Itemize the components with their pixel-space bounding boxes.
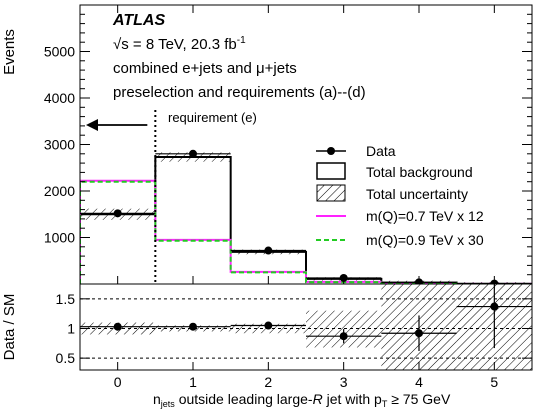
ratio-point-bin-0 <box>113 322 122 331</box>
data-point-bin-2 <box>264 246 273 255</box>
ratio-ytick-label-0.5: 0.5 <box>56 350 76 366</box>
x-tick-label-5: 5 <box>490 374 498 390</box>
main-ytick-label-4000: 4000 <box>44 90 75 106</box>
channel-label: combined e+jets and μ+jets <box>113 60 297 77</box>
data-point-bin-1 <box>189 149 197 158</box>
x-tick-label-4: 4 <box>415 374 423 390</box>
xlabel-mid: outside leading large- <box>175 391 313 407</box>
xlabel-mid2: jet with p <box>323 391 382 407</box>
legend-background-label: Total background <box>366 164 473 180</box>
legend-item-background: Total background <box>316 162 473 180</box>
legend-data-marker <box>327 147 335 155</box>
requirement-label: requirement (e) <box>168 110 257 125</box>
legend-item-uncertainty: Total uncertainty <box>316 184 468 202</box>
xlabel-tail: ≥ 75 GeV <box>387 391 451 407</box>
xlabel-n: n <box>153 391 161 407</box>
main-ytick-label-5000: 5000 <box>44 44 75 60</box>
x-tick-label-3: 3 <box>340 374 348 390</box>
xlabel-r: R <box>313 391 323 407</box>
ratio-point-bin-1 <box>189 322 197 331</box>
experiment-label: ATLAS <box>112 12 165 29</box>
x-tick-label-2: 2 <box>264 374 272 390</box>
legend-mq07-label: m(Q)=0.7 TeV x 12 <box>366 208 484 224</box>
main-ytick-label-1000: 1000 <box>44 230 75 246</box>
legend-item-data: Data <box>316 143 396 159</box>
x-tick-label-1: 1 <box>189 374 197 390</box>
ratio-point-bin-3 <box>339 332 348 341</box>
x-axis-label: njets outside leading large-R jet with p… <box>153 391 451 409</box>
ratio-ylabel: Data / SM <box>1 294 18 361</box>
legend-uncertainty-label: Total uncertainty <box>366 186 468 202</box>
main-ytick-label-2000: 2000 <box>44 183 75 199</box>
legend-data-label: Data <box>366 143 396 159</box>
data-point-bin-0 <box>113 209 122 218</box>
legend-mq09-label: m(Q)=0.9 TeV x 30 <box>366 232 484 248</box>
ratio-frame <box>79 283 533 371</box>
ratio-point-bin-2 <box>264 321 273 330</box>
ratio-point-bin-5 <box>490 302 499 311</box>
legend-uncertainty-swatch <box>316 184 346 202</box>
xlabel-p-sub: T <box>382 399 388 409</box>
legend-background-swatch <box>316 162 346 180</box>
x-tick-label-0: 0 <box>114 374 122 390</box>
legend: Data Total background Total uncertainty … <box>316 143 484 248</box>
ratio-plot-area <box>80 284 532 370</box>
ratio-point-bin-4 <box>415 329 423 338</box>
legend-item-mq09: m(Q)=0.9 TeV x 30 <box>316 232 484 248</box>
requirement-arrow-head <box>86 119 98 131</box>
energy-label: √s = 8 TeV, 20.3 fb-1 <box>113 35 246 53</box>
ratio-ytick-label-1: 1 <box>67 320 75 336</box>
selection-label: preselection and requirements (a)--(d) <box>113 84 366 101</box>
main-ytick-label-3000: 3000 <box>44 137 75 153</box>
xlabel-n-sub: jets <box>160 399 176 409</box>
energy-text: √s = 8 TeV, 20.3 fb <box>113 36 237 53</box>
main-ylabel: Events <box>1 29 18 75</box>
energy-sup: -1 <box>237 35 246 46</box>
ratio-ytick-label-1.5: 1.5 <box>56 291 76 307</box>
legend-item-mq07: m(Q)=0.7 TeV x 12 <box>316 208 484 224</box>
